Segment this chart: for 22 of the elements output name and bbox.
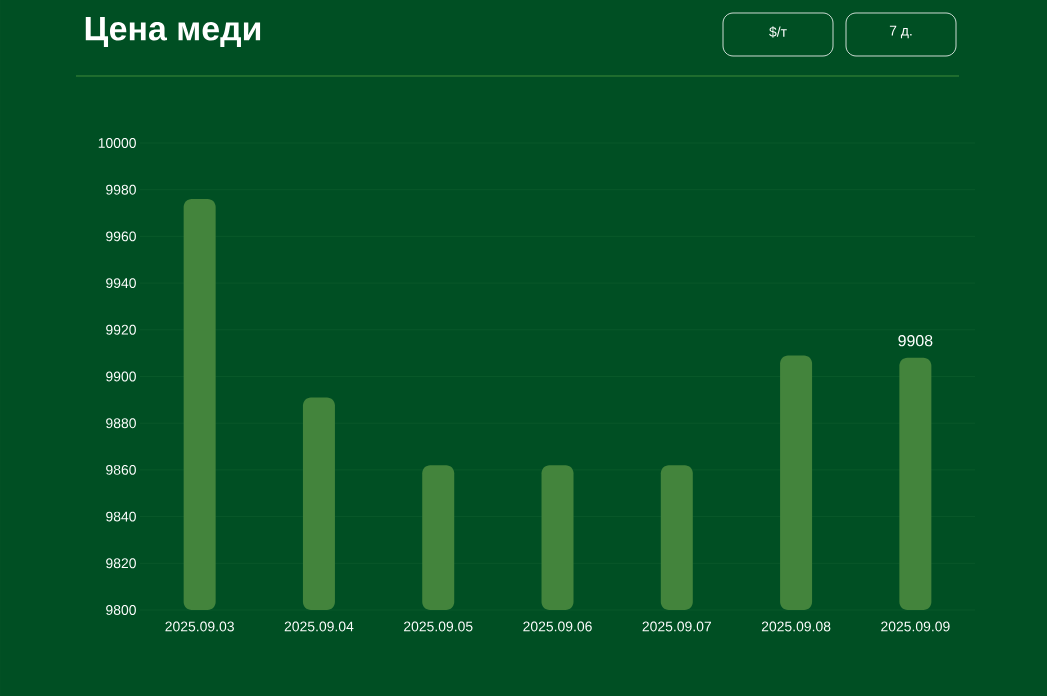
y-tick-label: 9960 [106,231,136,242]
x-tick-label: 2025.09.08 [761,621,831,632]
x-tick-label: 2025.09.06 [523,621,592,632]
x-tick-label: 2025.09.04 [284,621,354,632]
chart-title: Цена меди [85,16,261,48]
data-label: 9908 [898,335,933,347]
x-tick-label: 2025.09.07 [642,621,711,632]
x-tick-label: 2025.09.09 [881,621,950,632]
y-tick-label: 9840 [106,511,136,522]
y-tick-label: 9880 [106,418,136,429]
y-tick-label: 9980 [106,184,136,195]
y-tick-label: 9820 [106,558,136,569]
text: 7 д. [889,25,912,39]
y-tick-label: 10000 [98,138,136,148]
y-tick-label: 9900 [106,371,136,382]
y-tick-label: 9920 [106,324,136,335]
y-tick-label: 9860 [106,464,136,475]
y-tick-label: 9940 [106,278,136,289]
text: $/т [769,26,787,38]
x-tick-label: 2025.09.05 [404,621,473,632]
y-tick-label: 9800 [106,605,136,615]
x-tick-label: 2025.09.03 [165,621,234,632]
